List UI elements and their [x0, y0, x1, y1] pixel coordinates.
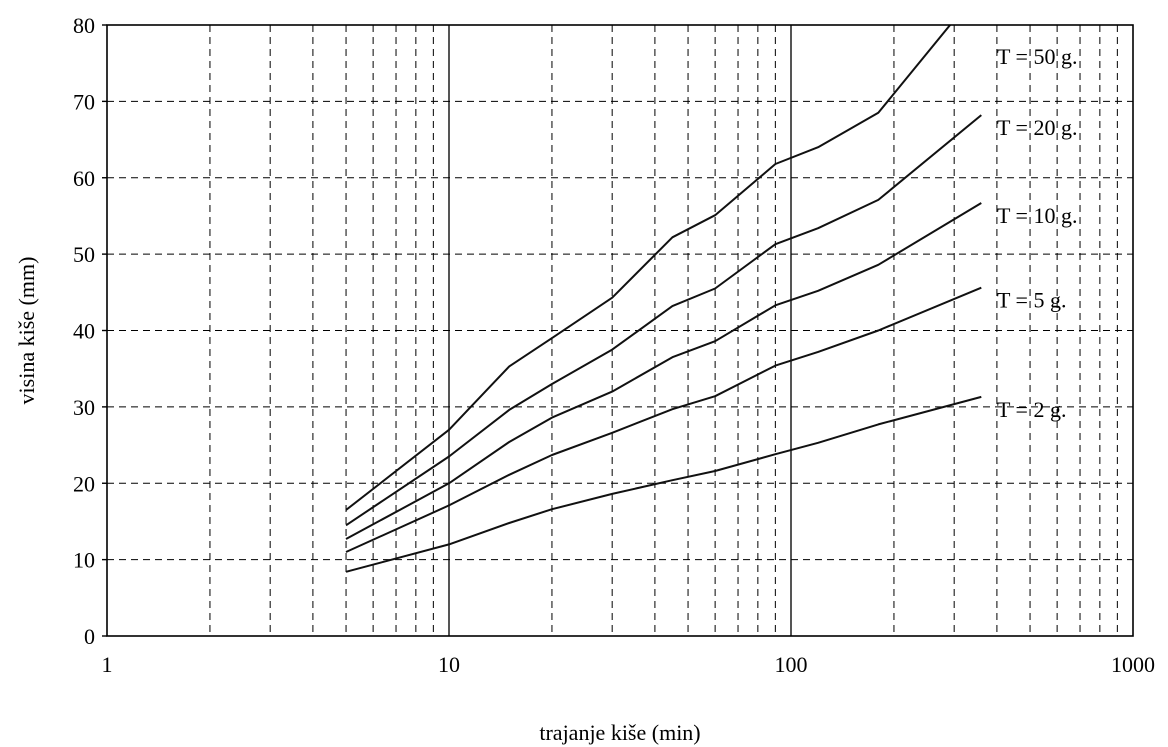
- series-label: T = 10 g.: [997, 203, 1077, 228]
- y-tick-label: 0: [84, 624, 95, 649]
- series-labels: T = 50 g. T = 20 g. T = 10 g. T = 5 g. T = 2…: [997, 44, 1077, 422]
- x-tick-label: 1: [102, 652, 113, 677]
- y-axis-title: visina kiše (mm): [14, 257, 39, 405]
- series-label: T = 2 g.: [997, 397, 1066, 422]
- x-tick-label: 10: [438, 652, 460, 677]
- series-lines: [345, 25, 982, 573]
- tick-labels: 0 10 20 30 40 50 60 70 80 1 10 100 1000: [73, 13, 1155, 677]
- x-axis-title: trajanje kiše (min): [539, 720, 700, 745]
- y-tick-label: 50: [73, 242, 95, 267]
- grid: [107, 25, 1133, 636]
- y-tick-label: 20: [73, 471, 95, 496]
- series-label: T = 50 g.: [997, 44, 1077, 69]
- series-label: T = 5 g.: [997, 288, 1066, 313]
- y-tick-label: 70: [73, 89, 95, 114]
- series-line: [345, 114, 982, 527]
- series-line: [345, 202, 982, 540]
- y-tick-label: 40: [73, 319, 95, 344]
- series-line: [345, 286, 982, 553]
- series-line: [345, 25, 952, 511]
- series-label: T = 20 g.: [997, 115, 1077, 140]
- y-tick-label: 30: [73, 395, 95, 420]
- y-tick-label: 10: [73, 548, 95, 573]
- y-tick-label: 60: [73, 166, 95, 191]
- x-tick-label: 100: [775, 652, 808, 677]
- x-tick-label: 1000: [1111, 652, 1155, 677]
- series-line: [345, 395, 982, 573]
- y-tick-label: 80: [73, 13, 95, 38]
